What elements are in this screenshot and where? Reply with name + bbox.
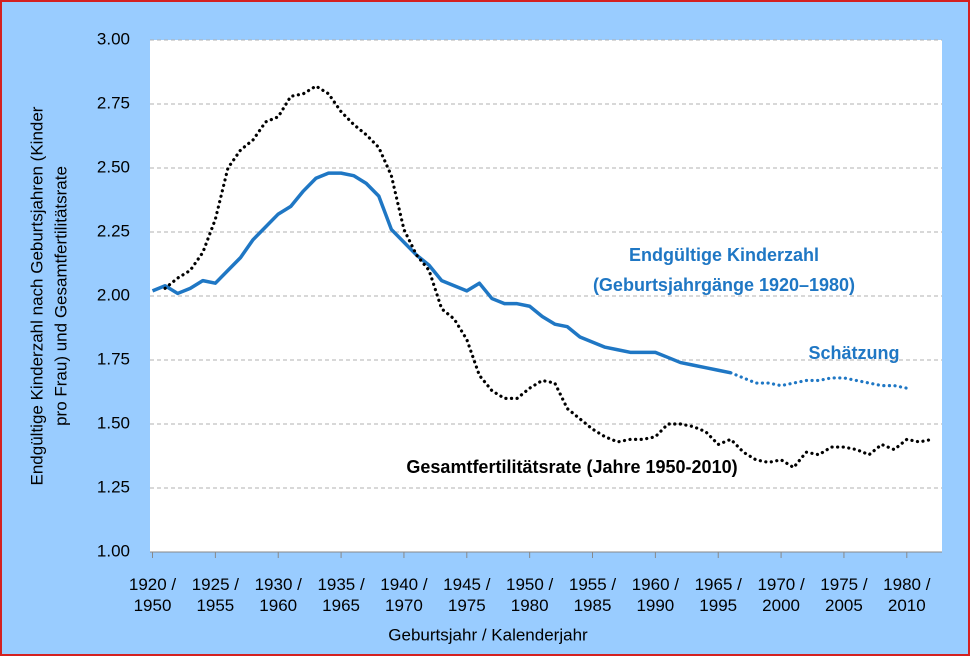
x-tick-label: 1955 / 1985	[568, 575, 617, 615]
y-tick-label: 1.75	[97, 349, 130, 368]
y-axis-label: pro Frau) und Gesamtfertilitätsrate	[51, 166, 70, 426]
x-tick-label: 1920 / 1950	[128, 575, 177, 615]
x-tick-label: 1930 / 1960	[254, 575, 302, 615]
x-tick-label: 1950 / 1980	[506, 575, 554, 615]
annotation: Gesamtfertilitätsrate (Jahre 1950-2010)	[406, 457, 737, 477]
x-tick-label: 1980 / 2010	[883, 575, 931, 615]
y-tick-label: 2.00	[97, 285, 130, 304]
x-tick-label: 1960 / 1990	[631, 575, 679, 615]
y-tick-label: 1.00	[97, 541, 130, 560]
series-line	[163, 84, 934, 470]
y-tick-label: 2.50	[97, 157, 130, 176]
x-tick-label: 1965 / 1995	[694, 575, 742, 615]
y-tick-label: 2.25	[97, 221, 130, 240]
x-tick-label: 1945 / 1975	[443, 575, 491, 615]
y-tick-label: 3.00	[97, 29, 130, 48]
series-line	[151, 171, 732, 375]
y-axis-label: Endgültige Kinderzahl nach Geburtsjahren…	[27, 106, 46, 485]
annotation: Schätzung	[808, 343, 899, 363]
series-line	[729, 371, 909, 390]
annotation: Endgültige Kinderzahl	[629, 245, 819, 265]
x-tick-label: 1970 / 2000	[757, 575, 805, 615]
x-axis-label: Geburtsjahr / Kalenderjahr	[388, 625, 588, 644]
annotation: (Geburtsjahrgänge 1920–1980)	[593, 275, 855, 295]
x-tick-label: 1925 / 1955	[191, 575, 239, 615]
x-tick-label: 1975 / 2005	[820, 575, 868, 615]
y-tick-label: 2.75	[97, 93, 130, 112]
x-tick-label: 1940 / 1970	[380, 575, 428, 615]
x-tick-label: 1935 / 1965	[317, 575, 365, 615]
y-tick-label: 1.25	[97, 477, 130, 496]
y-tick-label: 1.50	[97, 413, 130, 432]
